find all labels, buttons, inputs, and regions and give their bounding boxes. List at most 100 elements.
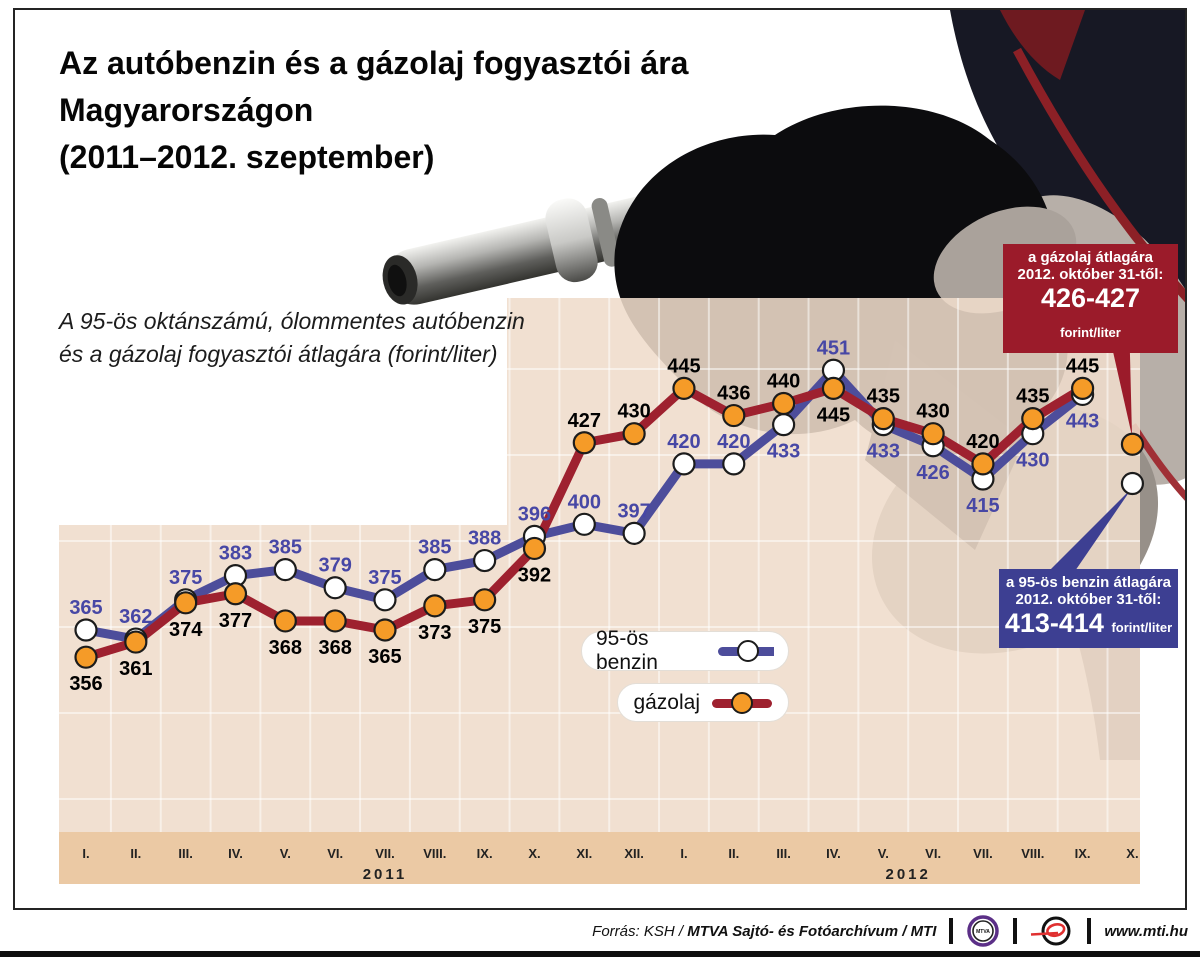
bottom-bar [0,951,1200,957]
value-label: 435 [1016,386,1049,408]
value-label: 374 [169,619,203,641]
separator-bar [949,918,954,944]
diesel-point [223,582,248,606]
month-label: XII. [624,846,644,861]
diesel-point [622,422,646,446]
diesel-point [323,609,347,633]
source-credit: Forrás: KSH / MTVA Sajtó- és Fotóarchívu… [592,922,937,940]
diesel-value-labels: 356 361 374 377 368 368 365 373 375 392 427 430 445 4… [69,355,1099,695]
mtva-logo-icon: MTVA [967,915,1000,947]
month-label: V. [280,846,291,861]
diesel-point [174,591,198,615]
axis-labels: I. II. III. IV. V. VI. VII. VIII. IX. X. XI. XII. I.… [82,846,1138,883]
legend-diesel-label: gázolaj [633,690,700,714]
value-label: 445 [667,355,700,377]
value-label: 392 [518,564,551,586]
callout-benzin-line2: 2012. október 31-től: [1015,591,1162,608]
value-label: 430 [916,401,949,423]
month-label: XI. [576,846,592,861]
diesel-point [74,645,98,669]
month-label: II. [130,846,141,861]
month-label: VIII. [423,846,446,861]
benzin-line-sample-icon [717,640,774,662]
value-label: 375 [468,616,501,638]
diesel-point [821,376,846,400]
value-label: 451 [817,337,850,359]
callout-diesel-price: a gázolaj átlagára 2012. október 31-től:… [1003,244,1178,353]
sleeve-red-patch [1000,10,1085,80]
benzin-point [772,413,796,437]
benzin-value-labels: 365 362 375 383 385 379 375 385 388 396 400 397 420 4… [69,337,1099,628]
month-label: X. [528,846,540,861]
value-label: 443 [1066,410,1099,432]
diesel-point [971,452,995,476]
value-label: 385 [418,537,451,559]
callout-diesel-line2: 2012. október 31-től: [1017,266,1164,283]
diesel-point [921,422,945,446]
benzin-point [722,452,746,476]
value-label: 433 [867,441,900,463]
value-label: 445 [817,404,850,426]
value-label: 433 [767,441,800,463]
separator-bar [1087,918,1092,944]
benzin-october-point [1120,471,1145,496]
price-chart: I. II. III. IV. V. VI. VII. VIII. IX. X. XI. XII. I.… [59,298,1145,884]
value-label: 397 [617,500,650,522]
title-line-3: (2011–2012. szeptember) [59,139,435,175]
month-label: VIII. [1021,846,1044,861]
callout-benzin-line1: a 95-ös benzin átlagára [1005,574,1172,591]
benzin-point [672,452,696,476]
value-label: 385 [269,537,302,559]
axis-strip [59,832,1140,884]
value-label: 420 [717,431,750,453]
month-label: VII. [973,846,993,861]
value-label: 383 [219,543,252,565]
diesel-point [772,391,796,416]
benzin-point [473,548,497,573]
month-label: VI. [327,846,343,861]
diesel-point [522,536,547,561]
benzin-point [373,588,397,612]
value-label: 373 [418,622,451,644]
value-label: 436 [717,383,750,405]
benzin-point [74,618,98,642]
month-label: I. [680,846,687,861]
value-label: 415 [966,495,999,517]
month-label: IX. [1075,846,1091,861]
legend-benzin-label: 95-ös benzin [596,627,658,674]
svg-text:MTVA: MTVA [976,929,990,935]
mti-logo-icon [1031,916,1071,946]
separator-bar [1013,918,1018,944]
month-label: VI. [925,846,941,861]
value-label: 361 [119,658,152,680]
value-label: 356 [69,673,102,695]
month-label: IV. [826,846,841,861]
title-line-1: Az autóbenzin és a gázolaj fogyasztói ár… [59,45,689,81]
benzin-point [622,521,646,545]
content-frame: I. II. III. IV. V. VI. VII. VIII. IX. X. XI. XII. I.… [13,8,1187,910]
value-label: 430 [617,401,650,423]
value-label: 430 [1016,450,1049,472]
diesel-point [473,588,497,612]
year-label-2012: 2012 [886,866,931,883]
diesel-point [572,431,596,455]
value-label: 368 [318,637,351,659]
value-label: 362 [119,606,152,628]
benzin-point [572,512,596,536]
value-label: 375 [169,567,202,589]
website-link: www.mti.hu [1104,922,1188,940]
diesel-october-point [1120,432,1145,456]
value-label: 377 [219,610,252,632]
title-line-2: Magyarországon [59,92,314,128]
diesel-point [672,376,696,400]
month-label: V. [878,846,889,861]
value-label: 427 [568,410,601,432]
diesel-point [722,403,746,428]
value-label: 445 [1066,355,1099,377]
diesel-line-sample-icon [712,691,772,714]
callout-tail-benzin [1049,488,1132,571]
diesel-point [1021,407,1045,431]
legend-diesel: gázolaj [617,683,789,722]
value-label: 388 [468,528,501,550]
